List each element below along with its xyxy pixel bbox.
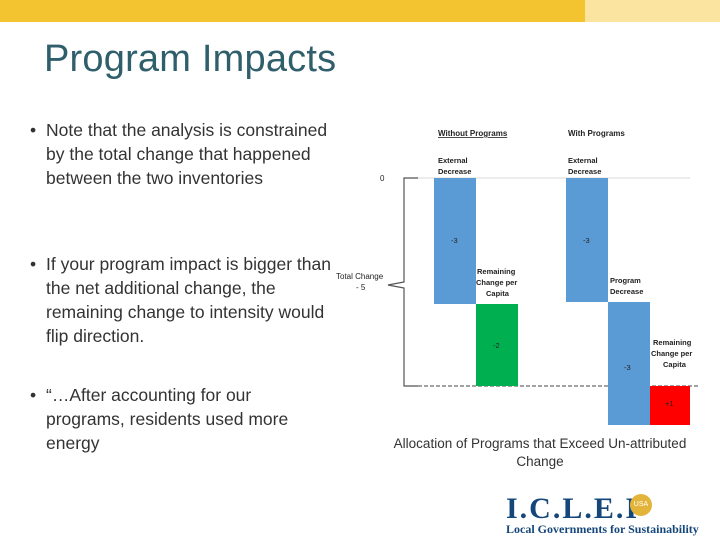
total-change-value: - 5 xyxy=(356,283,366,292)
bullet-2: • If your program impact is bigger than … xyxy=(30,252,340,348)
top-accent-bar xyxy=(0,0,585,22)
total-change-label: Total Change xyxy=(336,272,384,281)
logo-subtitle: Local Governments for Sustainability xyxy=(506,522,699,536)
with-program-value: -3 xyxy=(624,363,631,372)
bullet-text: Note that the analysis is constrained by… xyxy=(46,120,328,188)
without-external-value: -3 xyxy=(451,236,458,245)
without-external-label-1: External xyxy=(438,156,468,165)
without-remaining-label-2: Change per xyxy=(476,278,517,287)
without-external-label-2: Decrease xyxy=(438,167,471,176)
without-remaining-label-3: Capita xyxy=(486,289,510,298)
slide-title: Program Impacts xyxy=(44,38,337,80)
logo-wordmark: I.C.L.E.I xyxy=(506,492,640,525)
without-remaining-bar xyxy=(476,304,518,386)
with-remaining-label-1: Remaining xyxy=(653,338,692,347)
bullet-3: • “…After accounting for our programs, r… xyxy=(30,383,330,455)
with-external-label-2: Decrease xyxy=(568,167,601,176)
with-external-label-1: External xyxy=(568,156,598,165)
iclei-logo: I.C.L.E.I USA Local Governments for Sust… xyxy=(500,490,715,540)
usa-badge: USA xyxy=(630,494,652,516)
top-accent-bar-light xyxy=(585,0,720,22)
with-external-value: -3 xyxy=(583,236,590,245)
bullet-dot: • xyxy=(30,385,37,405)
bullet-text: If your program impact is bigger than th… xyxy=(46,254,331,346)
without-remaining-label-1: Remaining xyxy=(477,267,516,276)
zero-label: 0 xyxy=(380,174,385,183)
bullet-dot: • xyxy=(30,120,37,140)
without-remaining-value: -2 xyxy=(493,341,500,350)
header-without-programs: Without Programs xyxy=(438,129,508,138)
with-remaining-label-3: Capita xyxy=(663,360,687,369)
bullet-text: “…After accounting for our programs, res… xyxy=(46,385,289,453)
with-program-label-2: Decrease xyxy=(610,287,643,296)
bullet-1: • Note that the analysis is constrained … xyxy=(30,118,330,190)
with-remaining-bar xyxy=(650,386,690,425)
with-remaining-label-2: Change per xyxy=(651,349,692,358)
header-with-programs: With Programs xyxy=(568,129,625,138)
total-change-bracket xyxy=(387,177,418,387)
with-external-bar xyxy=(566,178,608,302)
with-program-bar xyxy=(608,302,650,425)
bullet-dot: • xyxy=(30,254,37,274)
diagram-caption: Allocation of Programs that Exceed Un-at… xyxy=(393,436,687,469)
with-remaining-value: +1 xyxy=(665,399,674,408)
without-external-bar xyxy=(434,178,476,304)
with-program-label-1: Program xyxy=(610,276,641,285)
